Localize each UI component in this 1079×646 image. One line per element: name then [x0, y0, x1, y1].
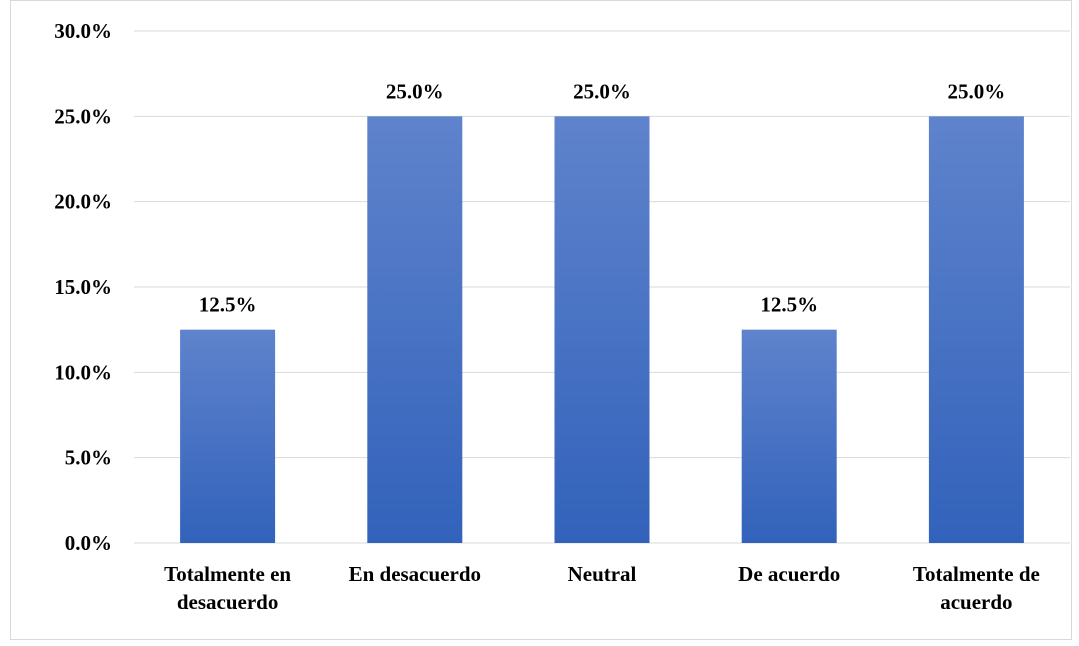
y-tick-label: 20.0% [54, 190, 112, 214]
data-label: 25.0% [948, 79, 1006, 103]
data-label: 25.0% [573, 79, 631, 103]
y-tick-label: 10.0% [54, 360, 112, 384]
bar [180, 329, 276, 543]
y-tick-label: 15.0% [54, 275, 112, 299]
bar [367, 116, 463, 543]
x-axis: Totalmente en desacuerdo En desacuerdo Neut… [164, 562, 1040, 614]
x-tick-label: En desacuerdo [349, 562, 481, 586]
y-tick-label: 25.0% [54, 104, 112, 128]
bar [741, 329, 837, 543]
y-tick-label: 0.0% [65, 531, 112, 555]
bar [928, 116, 1024, 543]
y-axis: 0.0% 5.0% 10.0% 15.0% 20.0% 25.0% 30.0% [54, 19, 112, 555]
x-tick-label: Neutral [568, 562, 637, 586]
data-labels: 12.5% 25.0% 25.0% 12.5% 25.0% [199, 79, 1006, 316]
bars [180, 116, 1024, 543]
data-label: 12.5% [760, 293, 818, 317]
y-tick-label: 5.0% [65, 446, 112, 470]
data-label: 25.0% [386, 79, 444, 103]
x-tick-label: De acuerdo [738, 562, 840, 586]
y-tick-label: 30.0% [54, 19, 112, 43]
bar [554, 116, 650, 543]
x-tick-label: Totalmente en desacuerdo [164, 562, 291, 614]
data-label: 12.5% [199, 293, 257, 317]
x-tick-label: Totalmente de acuerdo [913, 562, 1040, 614]
